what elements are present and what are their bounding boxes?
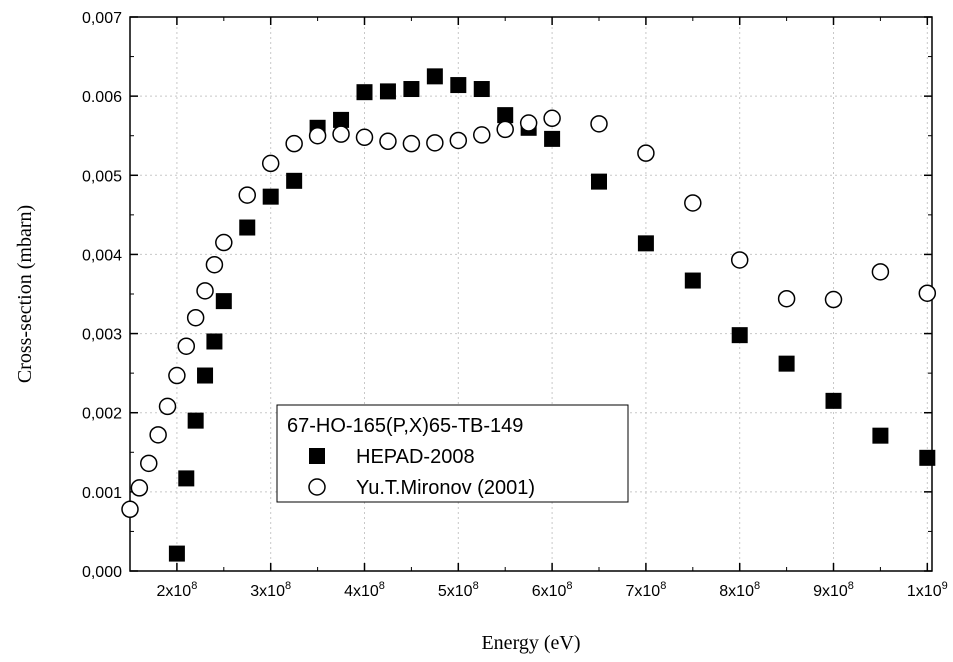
data-point [130, 479, 149, 497]
data-point [825, 392, 842, 409]
y-tick-label: 0,007 [82, 10, 122, 27]
data-point [177, 337, 196, 355]
data-point [379, 83, 396, 100]
x-tick-label: 6x108 [532, 580, 573, 600]
data-point [149, 426, 167, 444]
data-point [205, 255, 224, 274]
data-point [356, 84, 373, 101]
data-point [590, 115, 608, 133]
legend-marker-filled-square [309, 448, 325, 464]
data-point [918, 284, 937, 302]
x-tick-label: 3x108 [250, 580, 291, 600]
data-point [121, 500, 139, 519]
data-point [591, 173, 608, 190]
x-tick-label: 7x108 [625, 580, 666, 600]
data-points [121, 68, 937, 562]
data-point [519, 114, 538, 132]
series-hepad-2008 [168, 68, 936, 562]
data-point [473, 81, 490, 98]
data-point [215, 293, 232, 310]
data-point [871, 263, 890, 281]
data-point [778, 355, 795, 372]
legend-entry-mironov: Yu.T.Mironov (2001) [356, 477, 535, 499]
data-point [158, 397, 177, 416]
y-axis-title: Cross-section (mbarn) [14, 205, 36, 383]
data-point [544, 130, 561, 147]
y-tick-label: 0,000 [82, 564, 122, 581]
data-point [872, 427, 889, 444]
data-point [261, 154, 280, 173]
data-point [543, 109, 561, 128]
data-point [187, 412, 204, 429]
data-point [637, 235, 654, 252]
legend-marker-open-circle [308, 478, 326, 496]
data-point [730, 251, 749, 269]
legend-entry-hepad: HEPAD-2008 [356, 446, 475, 468]
x-tick-label: 8x108 [719, 580, 760, 600]
data-point [308, 126, 327, 145]
data-point [684, 194, 702, 212]
data-point [186, 308, 205, 327]
y-tick-label: 0.006 [82, 89, 122, 106]
data-point [286, 172, 303, 189]
legend-box [276, 404, 629, 503]
legend: 67-HO-165(P,X)65-TB-149 HEPAD-2008 Yu.T.… [276, 404, 629, 503]
x-tick-label: 4x108 [344, 580, 385, 600]
y-tick-label: 0,003 [82, 327, 122, 344]
data-point [450, 77, 467, 94]
data-point [919, 449, 936, 466]
data-point [333, 111, 350, 128]
data-point [178, 470, 195, 487]
legend-title: 67-HO-165(P,X)65-TB-149 [287, 415, 523, 437]
x-tick-label: 5x108 [438, 580, 479, 600]
data-point [777, 289, 796, 308]
data-point [239, 219, 256, 236]
axis-ticks [129, 16, 932, 572]
data-point [168, 366, 186, 385]
x-tick-label: 9x108 [813, 580, 854, 600]
y-tick-label: 0.001 [82, 485, 122, 502]
data-point [402, 134, 421, 153]
data-point [206, 333, 223, 350]
y-tick-label: 0,005 [82, 168, 122, 185]
data-point [426, 134, 444, 152]
data-point [824, 290, 843, 309]
data-point [140, 454, 158, 473]
data-point [197, 367, 214, 384]
x-tick-label: 2x108 [156, 580, 197, 600]
data-point [403, 81, 420, 98]
data-point [684, 272, 701, 289]
x-axis-title: Energy (eV) [481, 632, 580, 654]
series-mironov-2001 [121, 109, 937, 519]
data-point [473, 126, 491, 144]
y-tick-label: 0,004 [82, 247, 122, 264]
data-point [196, 282, 214, 300]
data-point [332, 125, 350, 143]
y-tick-labels: 0,000 0.001 0,002 0,003 0,004 0,005 0.006 0,007 [82, 10, 122, 581]
data-point [355, 128, 374, 147]
data-point [238, 186, 257, 204]
data-point [168, 545, 185, 562]
y-tick-label: 0,002 [82, 406, 122, 423]
data-point [731, 327, 748, 344]
data-point [285, 134, 303, 153]
x-tick-labels: 2x108 3x108 4x108 5x108 6x108 7x108 8x108 9x108… [156, 580, 947, 600]
data-point [215, 233, 233, 252]
data-point [496, 120, 514, 139]
data-point [497, 107, 514, 124]
data-point [426, 68, 443, 85]
data-point [262, 188, 279, 205]
data-point [637, 144, 655, 162]
data-point [449, 131, 468, 150]
data-point [379, 132, 397, 151]
x-tick-label: 1x109 [907, 580, 948, 600]
